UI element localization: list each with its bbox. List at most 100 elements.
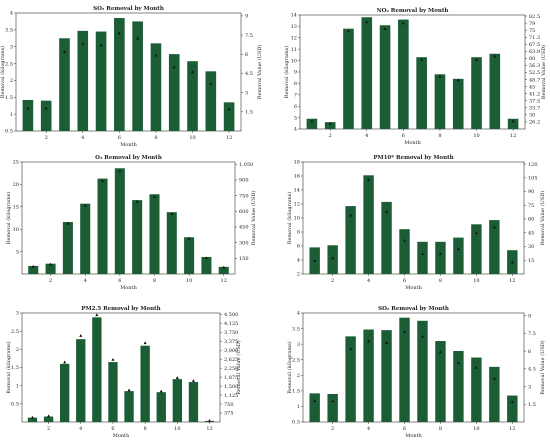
bar (345, 336, 356, 422)
y2-tick-label: 3,750 (224, 330, 238, 336)
y2-tick-label: 15 (528, 258, 534, 264)
y2-tick-label: 30 (529, 113, 535, 119)
bar (345, 206, 356, 274)
y-tick-label: 3 (16, 311, 19, 317)
y-tick-label: 4 (10, 11, 13, 17)
plot-frame (21, 161, 236, 275)
value-marker (349, 347, 353, 351)
bar (205, 71, 217, 131)
x-tick-label: 2 (331, 426, 334, 432)
value-marker (152, 194, 156, 198)
x-tick-label: 8 (438, 133, 441, 139)
value-marker (187, 236, 191, 240)
bar (114, 18, 125, 131)
y2-tick-label: 1,050 (239, 162, 253, 168)
bar (471, 357, 482, 422)
y2-tick-label: 1,500 (224, 384, 238, 390)
chart-title: SO₂ Removal by Month (93, 6, 164, 12)
x-axis-label: Month (113, 433, 130, 439)
x-tick-label: 8 (144, 426, 147, 432)
bar (306, 118, 318, 129)
bar (76, 339, 86, 422)
y2-axis-label: Removal Value (USD) (250, 191, 257, 246)
y2-tick-label: 750 (224, 402, 234, 408)
x-tick-label: 10 (473, 426, 479, 432)
bar (507, 395, 518, 422)
y-tick-label: 13 (291, 24, 297, 30)
x-tick-label: 10 (189, 135, 195, 141)
y2-tick-label: 60 (528, 217, 534, 223)
x-tick-label: 8 (439, 278, 442, 284)
x-tick-label: 6 (118, 135, 121, 141)
y2-tick-label: 4,500 (224, 312, 238, 318)
bar (184, 237, 195, 274)
value-marker (170, 212, 174, 215)
y-tick-label: 6 (297, 244, 300, 250)
x-tick-label: 4 (81, 135, 84, 141)
y2-tick-label: 45 (528, 230, 534, 236)
y2-tick-label: 4.5 (245, 71, 253, 77)
y-axis-label: Removal (kilograms) (5, 341, 12, 394)
value-marker (385, 341, 389, 344)
y2-tick-label: 1,125 (224, 393, 238, 399)
y-tick-label: 2 (16, 347, 19, 353)
bar (150, 43, 162, 131)
value-marker (154, 53, 158, 57)
bar (417, 320, 428, 422)
y2-tick-label: 1.5 (528, 402, 536, 408)
value-marker (83, 203, 87, 207)
value-marker (331, 399, 335, 403)
value-marker (49, 262, 53, 266)
y-tick-label: 1 (16, 383, 19, 389)
y2-tick-label: 300 (239, 240, 249, 246)
bar (327, 245, 338, 274)
y-tick-label: 5 (16, 249, 19, 255)
x-axis-label: Month (120, 285, 137, 291)
y-tick-label: 6 (294, 104, 297, 110)
y-axis-label: Removal (kilograms) (286, 192, 293, 245)
bar (309, 393, 320, 422)
y-tick-label: 7 (294, 93, 297, 99)
y-tick-label: 1 (10, 112, 13, 118)
y-tick-label: 8 (294, 81, 297, 87)
y-tick-label: 1.5 (11, 365, 19, 371)
x-tick-label: 12 (509, 278, 515, 284)
value-marker (101, 179, 105, 183)
x-tick-label: 12 (509, 426, 515, 432)
y-tick-label: 4 (297, 258, 300, 264)
value-marker (310, 119, 314, 123)
y-tick-label: 16 (294, 174, 300, 180)
value-marker (367, 178, 371, 181)
value-marker (63, 360, 67, 364)
y2-tick-label: 3 (528, 384, 531, 390)
value-marker (227, 107, 231, 111)
value-marker (365, 20, 369, 24)
y2-tick-label: 1.5 (245, 110, 253, 116)
y2-tick-label: 26.2 (529, 120, 540, 126)
x-tick-label: 8 (439, 426, 442, 432)
bar (471, 224, 482, 274)
y2-tick-label: 900 (239, 178, 249, 184)
y2-tick-label: 2,625 (224, 357, 238, 363)
y-tick-label: 4 (294, 127, 297, 133)
y2-tick-label: 3,375 (224, 339, 238, 345)
y-tick-label: 1.5 (292, 389, 300, 395)
bar (80, 203, 91, 274)
y2-axis-label: Removal Value (USD) (256, 45, 263, 100)
value-marker (172, 65, 176, 69)
y2-axis-label: Removal Value (USD) (235, 340, 242, 395)
y2-tick-label: 56.3 (529, 63, 540, 69)
y2-tick-label: 9 (245, 14, 248, 20)
y2-axis-label: Removal Value (USD) (540, 45, 547, 100)
x-tick-label: 10 (473, 278, 479, 284)
value-marker (475, 57, 479, 61)
y-tick-label: 10 (291, 58, 297, 64)
x-tick-label: 4 (367, 278, 370, 284)
y-tick-label: 2.5 (11, 329, 19, 335)
value-marker (136, 36, 140, 40)
bar (507, 118, 519, 129)
value-marker (367, 339, 371, 343)
bar (363, 329, 374, 422)
y-tick-label: 5 (294, 115, 297, 121)
y-tick-label: 3.5 (5, 28, 13, 34)
